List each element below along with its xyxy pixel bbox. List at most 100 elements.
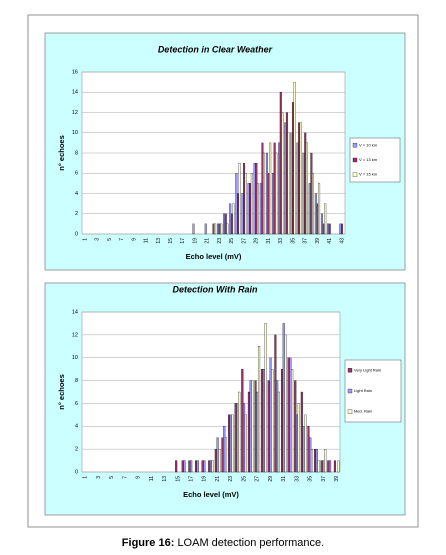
x-tick-label: 39 [334, 476, 340, 482]
legend-label: Light Rain [354, 388, 372, 393]
x-tick-label: 9 [136, 476, 142, 479]
bar [247, 391, 250, 473]
bar [218, 223, 221, 235]
chart-title: Detection With Rain [173, 284, 258, 294]
bar [307, 426, 310, 473]
y-tick-label: 14 [72, 90, 78, 96]
bar [290, 132, 293, 235]
y-tick-label: 2 [75, 447, 78, 453]
y-tick-label: 12 [72, 110, 78, 116]
x-axis-label: Echo level (mV) [186, 252, 242, 261]
bar [238, 391, 241, 473]
bar [249, 183, 252, 235]
bar [261, 142, 264, 235]
bar [223, 426, 226, 473]
x-tick-label: 21 [205, 238, 211, 244]
bar [244, 173, 247, 235]
legend-swatch [352, 143, 358, 148]
bar [276, 380, 279, 473]
bar [278, 142, 281, 235]
x-tick-label: 33 [294, 476, 300, 482]
bar [203, 460, 206, 473]
legend-label: Med. Rain [354, 409, 372, 414]
bar [253, 162, 256, 235]
bar [271, 368, 274, 473]
bar [287, 132, 290, 235]
y-tick-label: 2 [75, 211, 78, 217]
bar [224, 437, 228, 473]
bar [216, 437, 219, 473]
bar [175, 460, 178, 473]
bar [315, 448, 318, 473]
x-tick-label: 35 [308, 476, 314, 482]
y-tick-label: 8 [75, 150, 78, 156]
bar [250, 173, 253, 235]
bar [265, 152, 268, 235]
x-tick-label: 21 [215, 476, 221, 482]
x-tick-label: 9 [131, 238, 137, 241]
legend-swatch [352, 172, 358, 177]
bar [204, 223, 207, 235]
bar [241, 193, 244, 235]
x-tick-label: 11 [149, 476, 155, 481]
bar [272, 173, 274, 235]
bar [262, 368, 265, 473]
bar [291, 368, 294, 473]
bar [267, 173, 270, 235]
bar [254, 380, 257, 473]
bar [218, 448, 221, 473]
bar [317, 460, 320, 473]
bar [229, 203, 232, 235]
bar [235, 173, 238, 235]
bar [322, 223, 325, 235]
bar [308, 183, 311, 235]
y-tick-label: 0 [75, 231, 78, 237]
bar [229, 414, 232, 473]
bar [221, 437, 224, 473]
bar [293, 81, 296, 235]
bar [243, 403, 246, 473]
bar [339, 223, 342, 235]
bar [208, 460, 211, 473]
x-tick-label: 19 [192, 238, 198, 244]
bar [255, 162, 258, 235]
bar [314, 193, 317, 235]
bar [312, 173, 314, 235]
legend-swatch [347, 409, 353, 414]
bar [269, 357, 272, 473]
x-tick-label: 35 [290, 238, 296, 244]
x-tick-label: 1 [83, 476, 89, 479]
legend-box [349, 137, 401, 183]
bar [224, 213, 227, 235]
bar [327, 223, 330, 235]
bar [241, 368, 244, 473]
bar [264, 323, 267, 473]
y-tick-label: 6 [75, 171, 78, 177]
bar [230, 213, 233, 235]
bar [256, 391, 259, 473]
x-tick-label: 13 [156, 238, 162, 244]
bar [181, 460, 184, 473]
y-tick-label: 16 [72, 69, 78, 75]
x-axis-label: Echo level (mV) [183, 490, 239, 499]
x-tick-label: 23 [217, 238, 223, 244]
bar [201, 460, 204, 473]
x-tick-label: 19 [202, 476, 208, 482]
bar [281, 112, 284, 235]
y-tick-label: 4 [75, 424, 78, 430]
bar [196, 460, 199, 473]
bar [285, 112, 288, 235]
bar [192, 223, 195, 235]
chart-title: Detection in Clear Weather [158, 44, 273, 54]
legend-label: V = 15 km [359, 172, 378, 177]
bar [190, 460, 193, 473]
bar [302, 426, 305, 473]
y-tick-label: 14 [72, 309, 78, 315]
bar [228, 414, 231, 473]
legend-swatch [352, 157, 358, 163]
y-tick-label: 12 [72, 332, 78, 338]
bar [333, 460, 336, 473]
legend-swatch [347, 388, 353, 394]
bar [194, 460, 198, 473]
